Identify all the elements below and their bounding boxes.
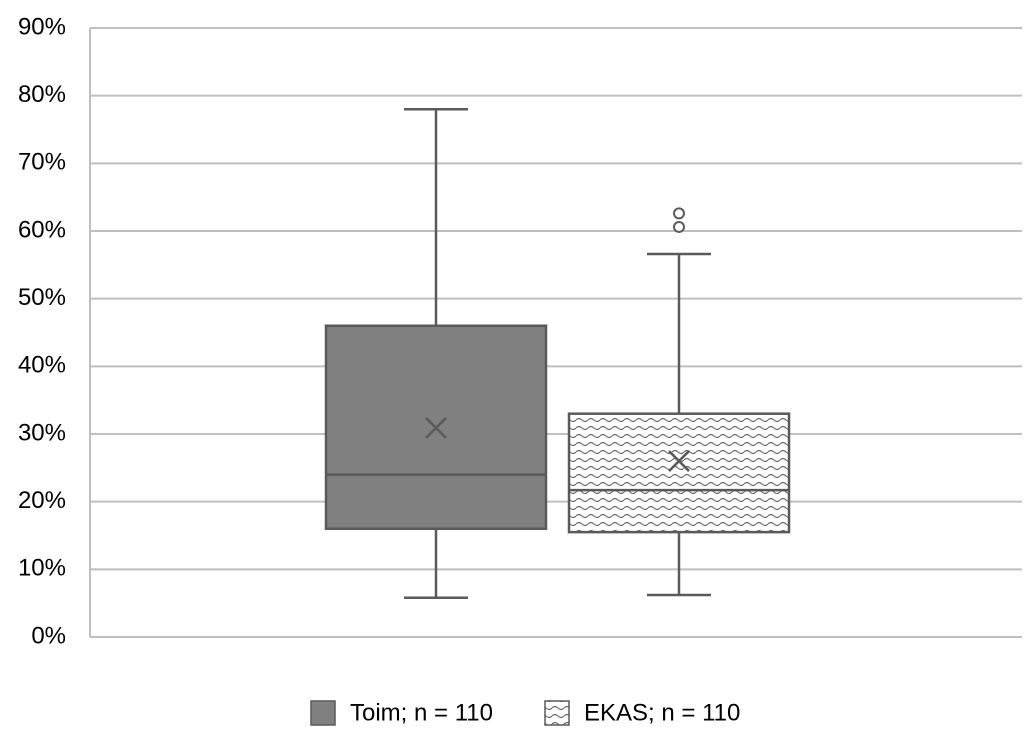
y-tick-label: 10% [18, 555, 66, 582]
legend-label: EKAS; n = 110 [584, 699, 740, 726]
y-tick-label: 40% [18, 352, 66, 379]
y-tick-label: 0% [31, 622, 66, 649]
y-tick-label: 50% [18, 284, 66, 311]
mean-marker [425, 417, 447, 439]
box [567, 412, 791, 534]
y-tick-label: 20% [18, 487, 66, 514]
y-tick-label: 70% [18, 149, 66, 176]
y-tick-label: 60% [18, 216, 66, 243]
legend-swatch [544, 700, 570, 726]
legend-swatch [310, 700, 336, 726]
outlier [673, 207, 685, 220]
y-tick-label: 30% [18, 419, 66, 446]
legend-label: Toim; n = 110 [350, 699, 493, 726]
mean-marker [668, 450, 690, 472]
outlier [673, 220, 685, 233]
y-tick-label: 80% [18, 81, 66, 108]
y-tick-label: 90% [18, 13, 66, 40]
